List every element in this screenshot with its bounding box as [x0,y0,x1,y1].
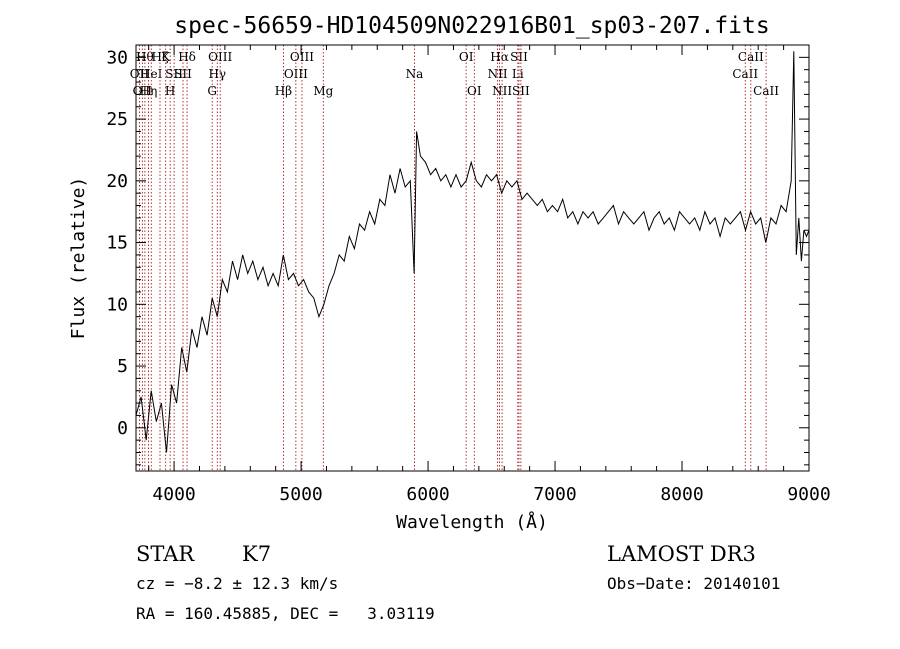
object-subclass: K7 [242,542,271,566]
line-label-15: OIII [284,67,308,81]
y-axis-label: Flux (relative) [68,177,89,340]
y-tick-label-30: 30 [106,47,128,68]
spectral-line-markers: OIIOIIHθHηHeIHζKHSIISIIHδGHγOIIIHβOIIIOI… [130,45,779,471]
line-label-9: SII [174,67,192,81]
x-tick-label-4000: 4000 [152,484,195,505]
ra-dec-coordinates: RA = 160.45885, DEC = 3.03119 [136,604,435,623]
y-axis-ticks: 0 5 10 15 20 25 30 [106,47,809,466]
observation-date: Obs−Date: 20140101 [607,574,780,593]
line-label-8: SII [165,67,183,81]
line-label-13: OIII [208,50,232,64]
plot-frame [135,44,810,472]
line-label-0: OII [130,67,150,81]
line-label-24: Li [512,67,524,81]
line-label-11: G [207,84,217,98]
y-tick-label-20: 20 [106,171,128,192]
object-class: STAR [136,542,195,566]
line-label-25: SII [510,50,528,64]
line-label-10: Hδ [178,50,196,64]
spectrum-line-0 [135,51,810,453]
line-label-19: OI [459,50,474,64]
line-label-20: OI [467,84,482,98]
line-label-17: Mg [313,84,333,98]
line-label-3: Hη [140,84,158,98]
chart-title: spec-56659-HD104509N022916B01_sp03-207.f… [174,13,769,39]
line-label-27: CaII [732,67,758,81]
y-tick-label-5: 5 [117,356,128,377]
redshift-velocity: cz = −8.2 ± 12.3 km/s [136,574,338,593]
line-label-16: OIII [290,50,314,64]
line-label-18: Na [406,67,424,81]
spectrum-series [135,51,810,453]
line-label-23: NII [492,84,512,98]
x-tick-label-5000: 5000 [279,484,322,505]
line-label-28: CaII [738,50,764,64]
x-axis-ticks: 4000 5000 6000 7000 8000 9000 [148,45,831,505]
x-axis-label: Wavelength (Å) [396,511,548,533]
line-label-29: CaII [753,84,779,98]
line-label-4: HeI [140,67,163,81]
line-label-5: Hζ [152,50,169,64]
line-label-6: K [161,50,171,64]
line-label-7: H [165,84,175,98]
line-label-26: SII [512,84,530,98]
line-label-12: Hγ [208,67,226,81]
y-tick-label-0: 0 [117,418,128,439]
line-label-14: Hβ [275,84,292,98]
y-tick-label-10: 10 [106,294,128,315]
line-label-21: NII [488,67,508,81]
x-tick-label-9000: 9000 [787,484,830,505]
y-tick-label-15: 15 [106,233,128,254]
line-label-22: Hα [490,50,509,64]
x-tick-label-8000: 8000 [660,484,703,505]
x-tick-label-7000: 7000 [533,484,576,505]
y-tick-label-25: 25 [106,109,128,130]
survey-name: LAMOST DR3 [607,542,756,566]
x-tick-label-6000: 6000 [406,484,449,505]
